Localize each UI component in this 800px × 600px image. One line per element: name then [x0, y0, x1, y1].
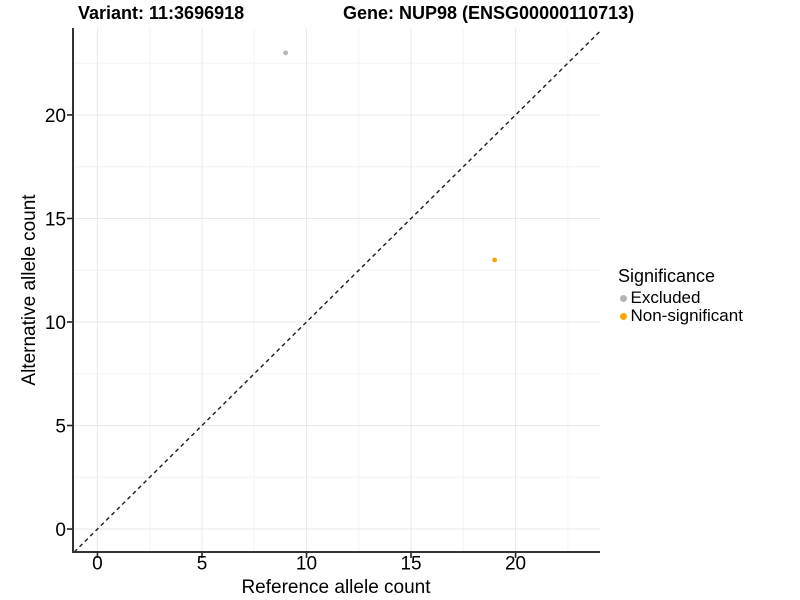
x-tick-label: 0	[92, 554, 103, 575]
x-tick-label: 20	[505, 554, 526, 575]
legend-item-label: Excluded	[630, 288, 701, 307]
y-tick-label: 0	[55, 520, 66, 541]
legend-items: Excluded Non-significant	[615, 288, 743, 325]
x-tick-label: 5	[197, 554, 208, 575]
x-tick-label: 15	[400, 554, 421, 575]
title-variant: Variant: 11:3696918	[78, 3, 245, 23]
title-gene: Gene: NUP98 (ENSG00000110713)	[343, 3, 635, 23]
legend-item: Excluded	[615, 288, 743, 307]
legend-swatch-icon	[619, 312, 627, 320]
legend-title: Significance	[618, 266, 716, 286]
x-axis-title: Reference allele count	[241, 577, 431, 598]
x-tick-label: 10	[296, 554, 317, 575]
y-tick-label: 20	[45, 106, 66, 127]
legend-item-label: Non-significant	[630, 306, 743, 325]
legend: Significance Excluded Non-significant	[615, 266, 743, 325]
legend-item: Non-significant	[615, 306, 743, 325]
y-tick-label: 10	[45, 313, 66, 334]
data-point-excluded	[283, 50, 288, 56]
legend-swatch-icon	[619, 294, 627, 302]
identity-dashed-line	[73, 30, 601, 553]
y-tick-label: 5	[55, 416, 66, 437]
data-point-non-significant	[492, 257, 498, 263]
y-tick-label: 15	[45, 209, 66, 230]
y-axis-title: Alternative allele count	[19, 194, 40, 386]
